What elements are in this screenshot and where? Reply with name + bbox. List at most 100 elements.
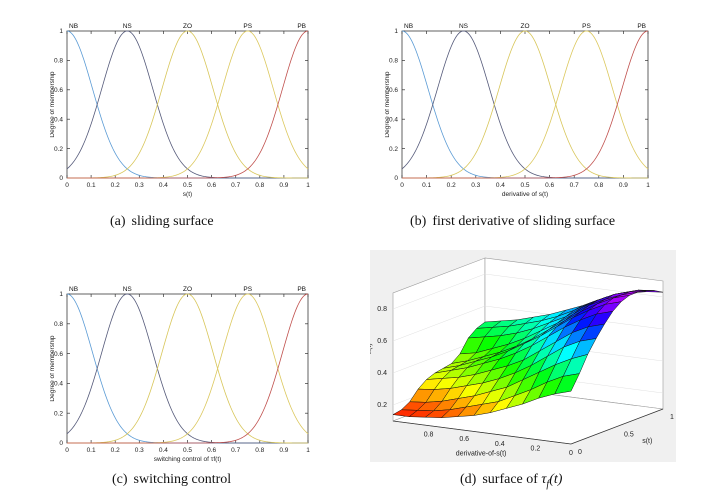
y-tick-label: 0.6: [389, 87, 398, 94]
set-label-nb: NB: [69, 23, 78, 30]
x-tick-label: 0.2: [111, 447, 120, 454]
x-axis-label: derivative-of-s(t): [456, 450, 507, 457]
set-label-pb: PB: [297, 286, 306, 293]
x-tick-label: 0.2: [111, 182, 120, 189]
y-axis-label: Degree of membership: [385, 71, 391, 137]
set-label-nb: NB: [404, 23, 413, 30]
x-tick-label: 0.9: [279, 182, 288, 189]
y-tick-label: 0: [578, 449, 582, 456]
x-tick-label: 0.9: [279, 447, 288, 454]
x-tick-label: 0.3: [471, 182, 480, 189]
set-label-ns: NS: [123, 286, 133, 293]
membership-chart-derivative: 0 0.1 0.2 0.3 0.4 0.5 0.6 0.7 0.8 0.9 1 0 0.2 0.4 0.6 0…: [385, 23, 650, 198]
membership-curve-zo: [67, 30, 308, 179]
set-label-ns: NS: [459, 23, 469, 30]
set-label-zo: ZO: [183, 23, 192, 30]
y-axis-line: [570, 408, 664, 445]
x-tick-label: 0.9: [619, 182, 628, 189]
set-label-nb: NB: [69, 286, 78, 293]
set-label-ps: PS: [243, 23, 252, 30]
y-tick-label: 0.4: [389, 116, 398, 123]
y-tick-label: 0.6: [54, 351, 63, 358]
x-tick-label: 0.2: [531, 445, 541, 452]
surface-chart-tau: 0.2 0.4 0.6 0.8 τf(t) 0 0.2 0.4 0.6 0.8 0 0.5 1 deriv…: [370, 250, 676, 462]
x-tick-label: 0.4: [495, 441, 505, 448]
y-tick-label: 1: [394, 28, 398, 35]
y-tick-label: 0.4: [54, 381, 63, 388]
membership-chart-switching-control: 0 0.1 0.2 0.3 0.4 0.5 0.6 0.7 0.8 0.9 1 0 0.2 0.4 0.6 0…: [50, 286, 310, 463]
x-tick-label: 0.1: [87, 182, 96, 189]
x-tick-label: 0.1: [87, 447, 96, 454]
y-tick-label: 0.8: [54, 321, 63, 328]
surface-patch: [554, 373, 580, 395]
x-tick-label: 0.7: [231, 447, 240, 454]
x-tick-label: 0.5: [183, 182, 192, 189]
y-axis-label: Degree of membership: [50, 335, 56, 401]
z-axis-label: τf(t): [370, 343, 373, 354]
membership-curve-pb: [67, 293, 309, 444]
y-tick-label: 0: [394, 175, 398, 182]
x-tick-label: 0.3: [135, 182, 144, 189]
z-tick-label: 0.4: [377, 370, 387, 377]
y-tick-label: 0.8: [54, 58, 63, 65]
x-tick-label: 0.6: [207, 447, 216, 454]
x-tick-label: 0.1: [422, 182, 431, 189]
z-tick-label: 0.8: [377, 306, 387, 313]
x-tick-label: 0.5: [520, 182, 529, 189]
x-axis-label: switching control of τf(t): [154, 456, 222, 463]
membership-curve-zo: [67, 293, 308, 444]
x-tick-label: 0.7: [570, 182, 579, 189]
y-tick-label: 1: [59, 28, 63, 35]
x-tick-label: 0.4: [159, 182, 168, 189]
x-tick-label: 0: [400, 182, 404, 189]
z-tick-label: 0.2: [377, 402, 387, 409]
y-axis-label: Degree of membership: [50, 71, 56, 137]
set-label-zo: ZO: [520, 23, 529, 30]
x-tick-label: 0.6: [207, 182, 216, 189]
y-tick-label: 0.6: [54, 87, 63, 94]
x-axis-line: [392, 420, 572, 445]
membership-chart-sliding-surface: 0 0.1 0.2 0.3 0.4 0.5 0.6 0.7 0.8 0.9 1 0 0.2 0.4 0.6 0…: [50, 23, 310, 198]
membership-curve-zo: [402, 30, 648, 179]
x-tick-label: 0.8: [424, 432, 434, 439]
set-label-pb: PB: [297, 23, 306, 30]
x-axis-label: derivative of s(t): [502, 191, 548, 198]
y-tick-label: 0: [59, 440, 63, 447]
plot-frame: [66, 293, 309, 444]
y-tick-label: 1: [670, 414, 674, 421]
x-tick-label: 0.8: [255, 447, 264, 454]
caption-a: (a) sliding surface: [110, 214, 214, 229]
x-tick-label: 0.4: [159, 447, 168, 454]
z-tick-label: 0.6: [377, 338, 387, 345]
x-tick-label: 0.8: [594, 182, 603, 189]
membership-curve-pb: [67, 30, 309, 179]
x-tick-label: 0.3: [135, 447, 144, 454]
plot-frame: [401, 30, 649, 179]
set-label-zo: ZO: [183, 286, 192, 293]
tau-symbol: τ: [541, 472, 547, 487]
y-tick-label: 0: [59, 175, 63, 182]
x-axis-label: s(t): [183, 191, 192, 198]
y-tick-label: 0.5: [624, 432, 634, 439]
membership-curve-pb: [402, 30, 649, 179]
z-grid-line: [392, 273, 664, 310]
y-tick-label: 0.2: [54, 146, 63, 153]
y-tick-label: 0.2: [389, 146, 398, 153]
y-tick-label: 0.8: [389, 58, 398, 65]
y-tick-label: 0.2: [54, 410, 63, 417]
x-tick-label: 1: [306, 447, 310, 454]
x-tick-label: 0: [569, 450, 573, 457]
x-tick-label: 1: [646, 182, 650, 189]
x-tick-label: 0: [65, 447, 69, 454]
caption-c: (c) switching control: [112, 472, 232, 487]
x-tick-label: 0.4: [496, 182, 505, 189]
x-tick-label: 0.6: [459, 436, 469, 443]
set-label-ns: NS: [123, 23, 133, 30]
plot-frame: [66, 30, 309, 179]
x-tick-label: 0.2: [447, 182, 456, 189]
x-tick-label: 0.8: [255, 182, 264, 189]
set-label-ps: PS: [582, 23, 591, 30]
x-tick-label: 0: [65, 182, 69, 189]
set-label-ps: PS: [243, 286, 252, 293]
x-tick-label: 1: [306, 182, 310, 189]
